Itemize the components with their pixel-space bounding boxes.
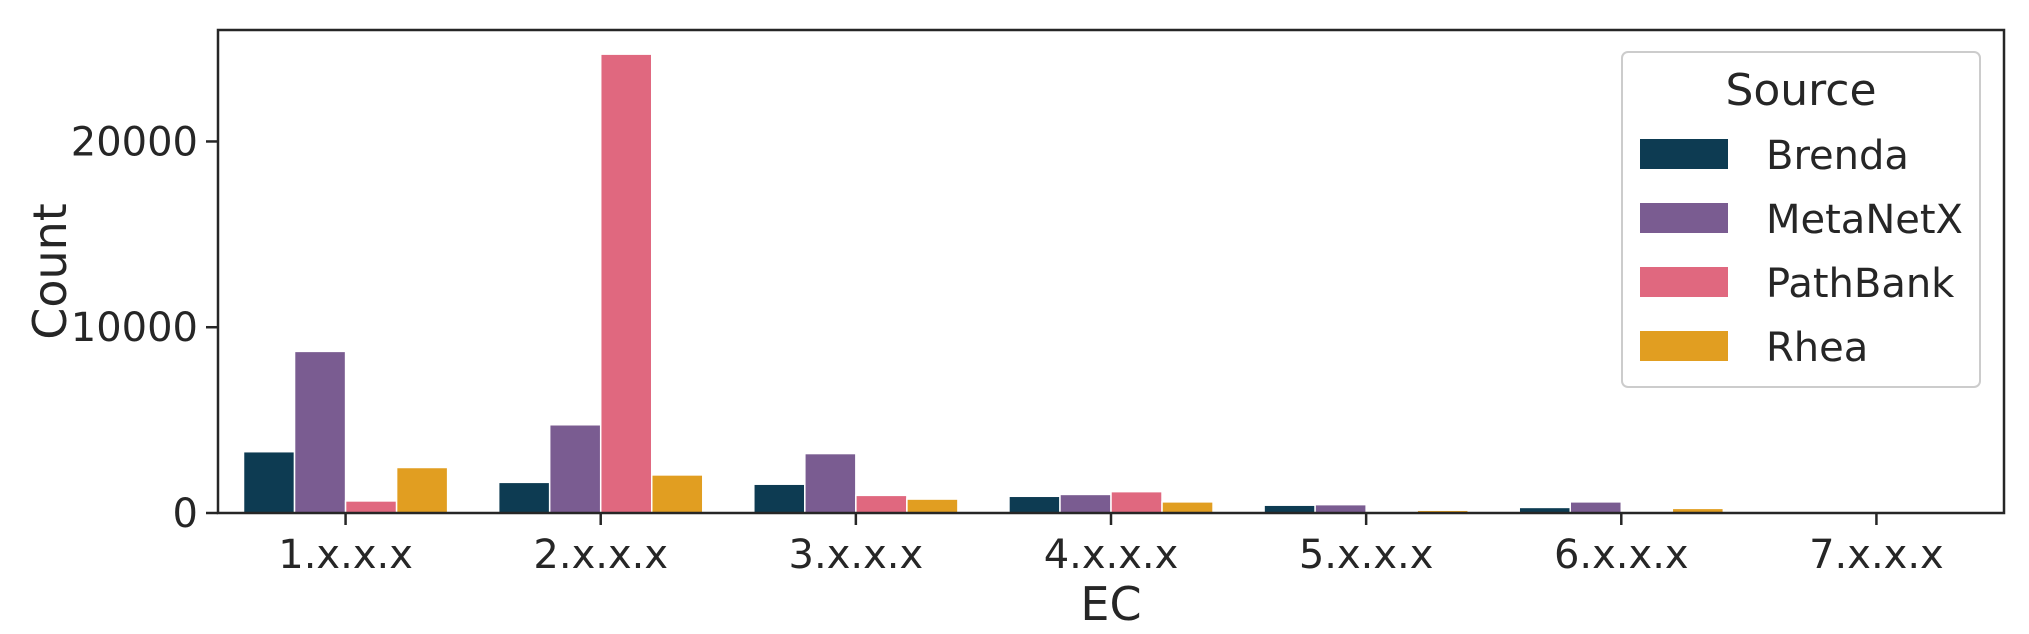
bar-brenda-2 (497, 481, 551, 514)
legend-label-metanetx: MetaNetX (1766, 197, 1963, 243)
bar-pathbank-3 (855, 494, 908, 514)
bar-rhea-4 (1161, 501, 1214, 514)
legend-label-pathbank: PathBank (1766, 261, 1955, 307)
bar-metanetx-1 (293, 350, 347, 514)
x-tick-label: 6.x.x.x (1554, 532, 1689, 578)
x-tick-label: 4.x.x.x (1044, 532, 1179, 578)
x-tick-label: 1.x.x.x (278, 532, 413, 578)
y-tick-label: 0 (173, 491, 198, 537)
x-tick-label: 7.x.x.x (1809, 532, 1944, 578)
x-axis: 1.x.x.x 2.x.x.x 3.x.x.x 4.x.x.x 5.x.x.x 6.x.x… (278, 513, 1944, 578)
bar-metanetx-4 (1059, 493, 1112, 514)
bar-rhea-3 (906, 498, 959, 514)
bars-layer (242, 53, 1725, 514)
legend: Source Brenda MetaNetX PathBank Rhea (1621, 51, 1981, 388)
bar-rhea-1 (395, 466, 449, 514)
legend-title: Source (1725, 65, 1876, 116)
bar-pathbank-4 (1110, 490, 1163, 514)
legend-swatch-pathbank (1640, 267, 1728, 297)
y-tick-label: 20000 (71, 119, 198, 165)
bar-brenda-1 (242, 450, 296, 514)
legend-swatch-rhea (1640, 331, 1728, 361)
x-tick-label: 5.x.x.x (1299, 532, 1434, 578)
bar-metanetx-6 (1569, 501, 1623, 514)
bar-pathbank-1 (344, 500, 398, 514)
bar-brenda-3 (753, 483, 806, 514)
bar-metanetx-2 (548, 424, 602, 514)
legend-label-brenda: Brenda (1766, 133, 1909, 179)
legend-label-rhea: Rhea (1766, 325, 1868, 371)
bar-pathbank-2 (599, 53, 653, 514)
bar-metanetx-3 (804, 452, 857, 514)
legend-box (1621, 51, 1981, 388)
bar-brenda-4 (1008, 495, 1061, 514)
bar-rhea-2 (650, 474, 704, 514)
y-tick-label: 10000 (71, 305, 198, 351)
x-tick-label: 3.x.x.x (789, 532, 924, 578)
legend-swatch-metanetx (1640, 203, 1728, 233)
x-tick-label: 2.x.x.x (533, 532, 668, 578)
y-axis-label: Count (23, 203, 77, 340)
x-axis-label: EC (1080, 577, 1141, 631)
bar-metanetx-5 (1314, 503, 1367, 514)
legend-swatch-brenda (1640, 139, 1728, 169)
y-axis: 0 10000 20000 (71, 119, 218, 537)
